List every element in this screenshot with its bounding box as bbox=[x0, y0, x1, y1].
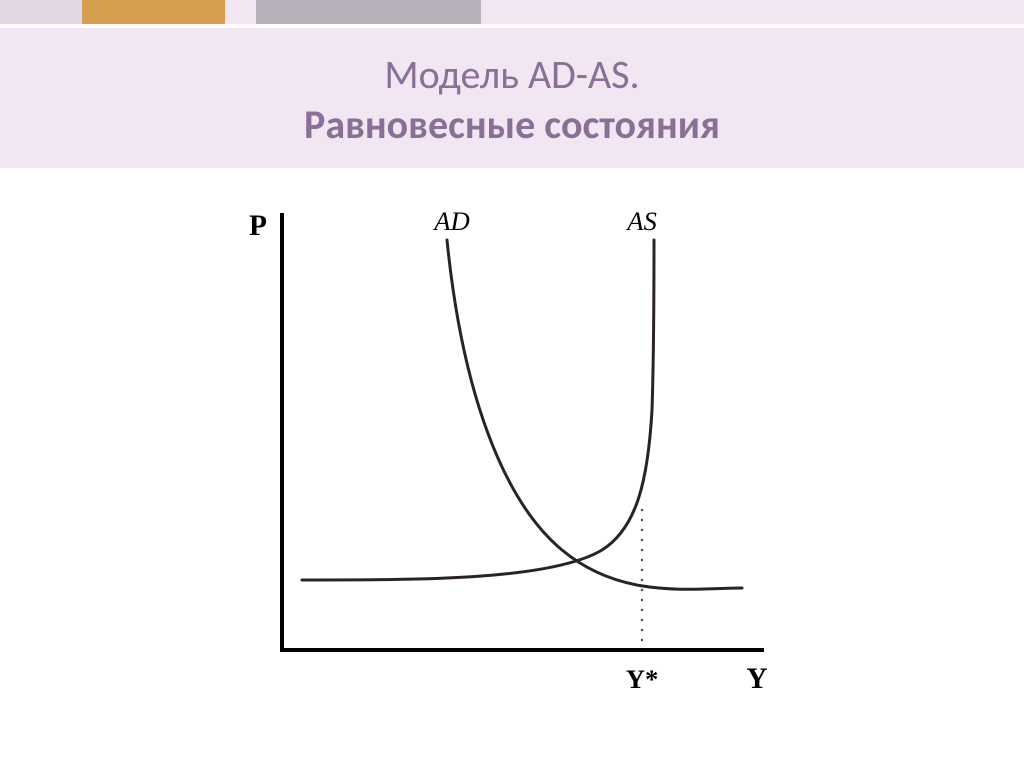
equilibrium-dot bbox=[641, 559, 643, 561]
equilibrium-dot bbox=[641, 599, 643, 601]
equilibrium-dot bbox=[641, 619, 643, 621]
equilibrium-dot bbox=[641, 589, 643, 591]
equilibrium-dot bbox=[641, 609, 643, 611]
title-line-2: Равновесные состояния bbox=[10, 100, 1014, 150]
equilibrium-dot bbox=[641, 639, 643, 641]
axis-label-y: Y bbox=[746, 663, 767, 695]
decor-segment bbox=[82, 0, 225, 24]
decor-segment bbox=[481, 0, 1024, 24]
equilibrium-dot bbox=[641, 519, 643, 521]
slide: Модель AD-AS. Равновесные состояния P Y AD… bbox=[0, 0, 1024, 767]
equilibrium-dot bbox=[641, 629, 643, 631]
decor-segment bbox=[225, 0, 256, 24]
equilibrium-dot bbox=[641, 579, 643, 581]
curve-label-ad: AD bbox=[432, 206, 470, 236]
top-decor-bar bbox=[0, 0, 1024, 24]
title-line-1: Модель AD-AS. bbox=[10, 50, 1014, 100]
curve-ad bbox=[447, 240, 742, 589]
title-band: Модель AD-AS. Равновесные состояния bbox=[0, 28, 1024, 168]
decor-segment bbox=[0, 0, 82, 24]
equilibrium-label: Y* bbox=[626, 664, 659, 694]
curve-label-as: AS bbox=[625, 206, 657, 236]
decor-segment bbox=[256, 0, 481, 24]
equilibrium-dot bbox=[641, 569, 643, 571]
ad-as-chart: P Y AD AS Y* bbox=[222, 180, 802, 700]
axis-label-p: P bbox=[249, 210, 267, 242]
equilibrium-dot bbox=[641, 509, 643, 511]
curve-as bbox=[302, 240, 654, 580]
equilibrium-dot bbox=[641, 549, 643, 551]
equilibrium-dot bbox=[641, 539, 643, 541]
equilibrium-dot bbox=[641, 529, 643, 531]
